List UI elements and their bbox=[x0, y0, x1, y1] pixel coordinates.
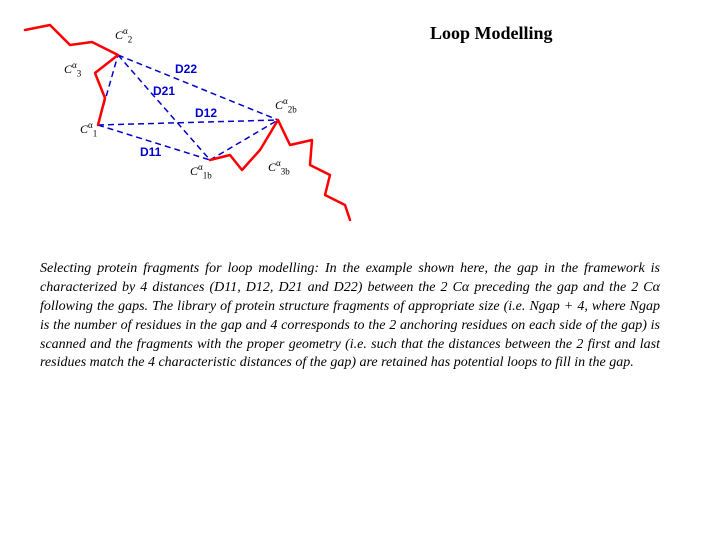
node-label-C2b: Cα2b bbox=[275, 96, 297, 114]
diagram-svg bbox=[20, 20, 400, 230]
distance-label-D22: D22 bbox=[175, 62, 197, 76]
node-label-C3a: Cα3 bbox=[64, 60, 81, 78]
distance-label-D11: D11 bbox=[140, 145, 161, 159]
node-label-C3b: Cα3b bbox=[268, 158, 290, 176]
caption-text: Selecting protein fragments for loop mod… bbox=[40, 260, 660, 373]
node-label-C2a: Cα2 bbox=[115, 26, 132, 44]
page-title: Loop Modelling bbox=[430, 23, 553, 44]
node-label-C1a: Cα1 bbox=[80, 120, 97, 138]
node-label-C1b: Cα1b bbox=[190, 162, 212, 180]
loop-diagram: Cα2 Cα3 Cα1 Cα1b Cα2b Cα3b D22D21 D12 D11 bbox=[20, 20, 400, 220]
distance-label-D21: D21 bbox=[153, 84, 175, 98]
distance-label-D12: D12 bbox=[195, 106, 217, 120]
